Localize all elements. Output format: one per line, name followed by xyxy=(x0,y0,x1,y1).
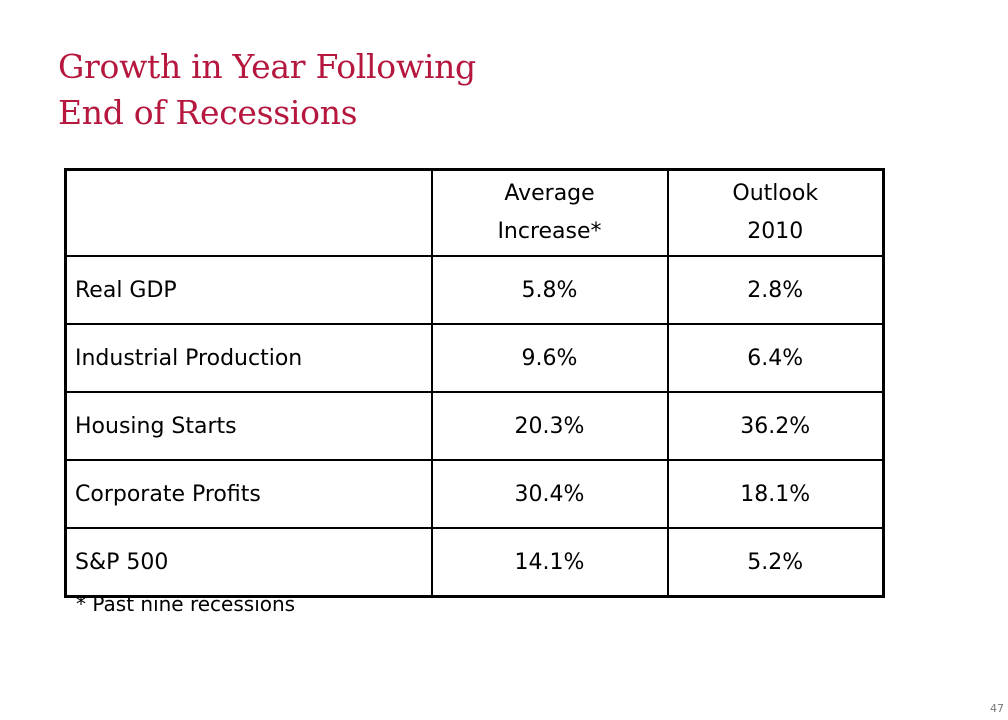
header-average-line-1: Average xyxy=(504,181,595,206)
table-header-row: Average Increase* Outlook 2010 xyxy=(64,168,885,257)
outlook-value: 6.4% xyxy=(666,323,885,393)
slide-title: Growth in Year Following End of Recessio… xyxy=(58,44,476,136)
slide-title-line-2: End of Recessions xyxy=(58,93,358,132)
row-label: Corporate Profits xyxy=(64,459,433,529)
footnote: * Past nine recessions xyxy=(76,592,296,616)
row-label: Housing Starts xyxy=(64,391,433,461)
header-outlook-2010: Outlook 2010 xyxy=(666,168,885,257)
average-increase-value: 30.4% xyxy=(430,459,669,529)
header-average-line-2: Increase* xyxy=(497,219,602,244)
header-outlook-line-2: 2010 xyxy=(747,219,804,244)
row-label: S&P 500 xyxy=(64,527,433,598)
header-average-increase: Average Increase* xyxy=(430,168,669,257)
table-row: Industrial Production 9.6% 6.4% xyxy=(64,323,885,393)
outlook-value: 18.1% xyxy=(666,459,885,529)
average-increase-value: 20.3% xyxy=(430,391,669,461)
page-number: 47 xyxy=(990,702,1004,715)
slide-title-line-1: Growth in Year Following xyxy=(58,47,476,86)
table-row: S&P 500 14.1% 5.2% xyxy=(64,527,885,598)
table-row: Housing Starts 20.3% 36.2% xyxy=(64,391,885,461)
average-increase-value: 9.6% xyxy=(430,323,669,393)
outlook-value: 36.2% xyxy=(666,391,885,461)
row-label: Industrial Production xyxy=(64,323,433,393)
average-increase-value: 14.1% xyxy=(430,527,669,598)
average-increase-value: 5.8% xyxy=(430,255,669,325)
table-row: Corporate Profits 30.4% 18.1% xyxy=(64,459,885,529)
growth-table: Average Increase* Outlook 2010 Real GDP … xyxy=(64,168,885,598)
table-row: Real GDP 5.8% 2.8% xyxy=(64,255,885,325)
header-label-cell xyxy=(64,168,433,257)
row-label: Real GDP xyxy=(64,255,433,325)
header-outlook-line-1: Outlook xyxy=(732,181,819,206)
outlook-value: 2.8% xyxy=(666,255,885,325)
outlook-value: 5.2% xyxy=(666,527,885,598)
